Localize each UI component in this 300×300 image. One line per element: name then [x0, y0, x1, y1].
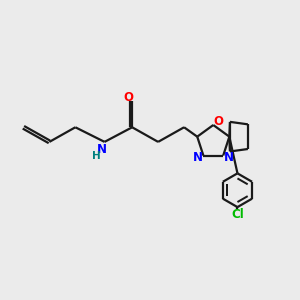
Text: N: N — [224, 151, 234, 164]
Text: N: N — [193, 151, 202, 164]
Text: H: H — [92, 151, 100, 160]
Text: Cl: Cl — [231, 208, 244, 221]
Text: N: N — [97, 142, 107, 155]
Text: O: O — [213, 115, 223, 128]
Text: O: O — [123, 91, 133, 104]
